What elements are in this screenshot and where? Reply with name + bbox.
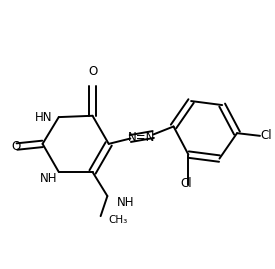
Text: HN: HN	[34, 111, 52, 123]
Text: CH₃: CH₃	[109, 215, 128, 225]
Text: NH: NH	[40, 172, 57, 185]
Text: N=N: N=N	[128, 132, 155, 144]
Text: Cl: Cl	[180, 177, 191, 190]
Text: NH: NH	[117, 196, 134, 209]
Text: O: O	[88, 65, 97, 78]
Text: O: O	[11, 140, 20, 153]
Text: Cl: Cl	[260, 129, 272, 142]
